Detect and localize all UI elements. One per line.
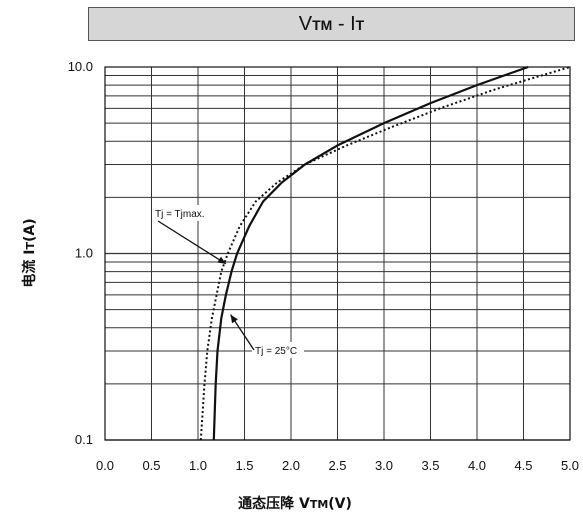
annotation-text-1: Tj = 25°C (255, 346, 297, 357)
annotation-arrowhead-0 (217, 256, 226, 264)
x-tick-label-0: 0.0 (96, 458, 114, 473)
annotation-text-0: Tj = Tjmax. (155, 209, 205, 220)
annotations: Tj = Tjmax. Tj = 25°C (152, 205, 304, 358)
series-0-line (212, 65, 529, 441)
x-tick-label-3: 1.5 (235, 458, 253, 473)
grid (104, 67, 571, 441)
x-tick-label-7: 3.5 (421, 458, 439, 473)
y-tick-label-0: 10.0 (68, 59, 93, 74)
x-tick-label-4: 2.0 (282, 458, 300, 473)
plot-frame (104, 66, 571, 441)
annotation-box-1 (252, 342, 304, 358)
series-layer (199, 65, 571, 441)
annotation-box-0 (152, 205, 210, 221)
y-axis-title: 电流 IT(A) (21, 218, 38, 287)
annotation-arrow-0 (157, 220, 227, 265)
x-tick-label-6: 3.0 (375, 458, 393, 473)
x-tick-label-9: 4.5 (514, 458, 532, 473)
x-tick-label-10: 5.0 (561, 458, 579, 473)
x-tick-labels: 0.0 0.5 1.0 1.5 2.0 2.5 3.0 3.5 4.0 4.5 5.0 (96, 458, 579, 473)
x-tick-label-8: 4.0 (468, 458, 486, 473)
y-tick-label-2: 0.1 (75, 432, 93, 447)
annotation-arrowhead-1 (230, 314, 238, 324)
x-tick-label-2: 1.0 (189, 458, 207, 473)
chart-title: VTM - IT (298, 12, 365, 35)
x-axis-title: 通态压降 VTM(V) (238, 495, 352, 512)
x-tick-label-1: 0.5 (142, 458, 160, 473)
x-tick-label-5: 2.5 (328, 458, 346, 473)
y-tick-labels: 10.0 1.0 0.1 (68, 59, 93, 447)
y-tick-label-1: 1.0 (75, 246, 93, 261)
chart-title-bar: VTM - IT (88, 7, 575, 41)
